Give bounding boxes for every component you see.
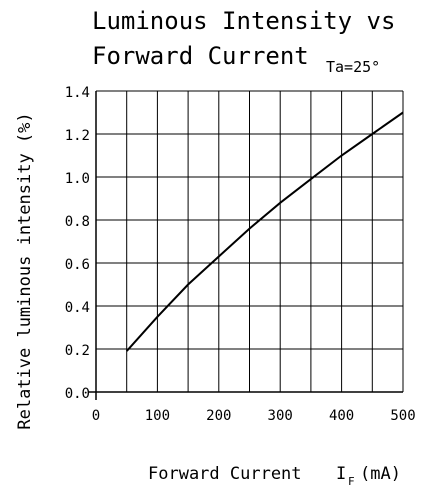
y-tick-label: 1.2 [65, 128, 90, 144]
chart-title-line2: Forward Current [92, 42, 309, 70]
x-tick-label: 400 [329, 408, 354, 424]
x-axis-unit-symbol: I [336, 464, 346, 484]
y-tick-label: 0.2 [65, 343, 90, 359]
series-line [125, 111, 404, 352]
y-tick-labels: 0.0 0.2 0.4 0.6 0.8 1.0 1.2 1.4 [65, 85, 90, 402]
x-tick-labels: 0 100 200 300 400 500 [92, 408, 416, 424]
y-tick-label: 0.4 [65, 300, 90, 316]
y-axis-label: Relative luminous intensity (%) [15, 112, 35, 429]
x-tick-label: 300 [268, 408, 293, 424]
y-tick-label: 0.0 [65, 386, 90, 402]
plot-frame [88, 91, 403, 400]
chart-title-line1: Luminous Intensity vs [92, 7, 395, 35]
condition-label: Ta=25° [326, 58, 380, 76]
plot-grid [95, 90, 404, 393]
x-axis-unit: (mA) [360, 464, 401, 484]
x-tick-label: 100 [145, 408, 170, 424]
x-axis-label: Forward Current [148, 464, 302, 484]
x-axis-unit-subscript: F [348, 475, 355, 488]
x-tick-label: 0 [92, 408, 100, 424]
y-tick-label: 1.0 [65, 171, 90, 187]
y-tick-label: 0.8 [65, 214, 90, 230]
y-tick-label: 0.6 [65, 257, 90, 273]
x-tick-label: 500 [390, 408, 415, 424]
x-tick-label: 200 [206, 408, 231, 424]
y-tick-label: 1.4 [65, 85, 90, 101]
